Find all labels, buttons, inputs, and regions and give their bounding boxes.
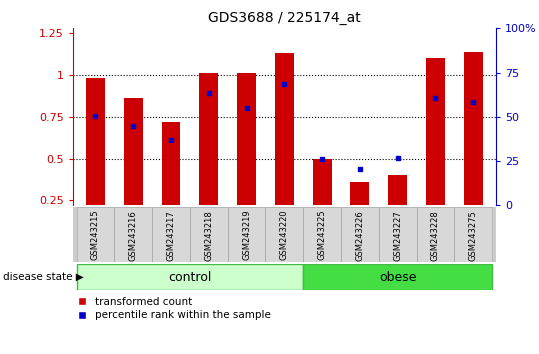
- Text: GSM243217: GSM243217: [167, 210, 176, 261]
- Bar: [152, 207, 190, 262]
- Text: GSM243275: GSM243275: [469, 210, 478, 261]
- Text: disease state ▶: disease state ▶: [3, 272, 84, 282]
- Bar: [77, 207, 114, 262]
- Bar: [162, 122, 181, 205]
- Bar: [77, 264, 303, 290]
- Text: control: control: [168, 270, 212, 284]
- Text: GSM243220: GSM243220: [280, 210, 289, 261]
- Legend: transformed count, percentile rank within the sample: transformed count, percentile rank withi…: [78, 297, 271, 320]
- Bar: [114, 207, 152, 262]
- Bar: [227, 207, 265, 262]
- Bar: [124, 98, 143, 205]
- Bar: [199, 73, 218, 205]
- Text: obese: obese: [379, 270, 417, 284]
- Text: GSM243219: GSM243219: [242, 210, 251, 261]
- Bar: [237, 73, 256, 205]
- Bar: [303, 264, 492, 290]
- Title: GDS3688 / 225174_at: GDS3688 / 225174_at: [208, 11, 361, 24]
- Bar: [454, 207, 492, 262]
- Bar: [86, 79, 105, 205]
- Text: GSM243215: GSM243215: [91, 210, 100, 261]
- Bar: [417, 207, 454, 262]
- Text: GSM243218: GSM243218: [204, 210, 213, 261]
- Bar: [341, 207, 379, 262]
- Bar: [388, 175, 407, 205]
- Bar: [275, 53, 294, 205]
- Bar: [350, 182, 369, 205]
- Text: GSM243225: GSM243225: [317, 210, 327, 261]
- Bar: [379, 207, 417, 262]
- Bar: [265, 207, 303, 262]
- Bar: [426, 58, 445, 205]
- Text: GSM243216: GSM243216: [129, 210, 137, 261]
- Text: GSM243226: GSM243226: [355, 210, 364, 261]
- Text: GSM243227: GSM243227: [393, 210, 402, 261]
- Bar: [303, 207, 341, 262]
- Bar: [313, 159, 331, 205]
- Bar: [190, 207, 227, 262]
- Bar: [464, 52, 482, 205]
- Text: GSM243228: GSM243228: [431, 210, 440, 261]
